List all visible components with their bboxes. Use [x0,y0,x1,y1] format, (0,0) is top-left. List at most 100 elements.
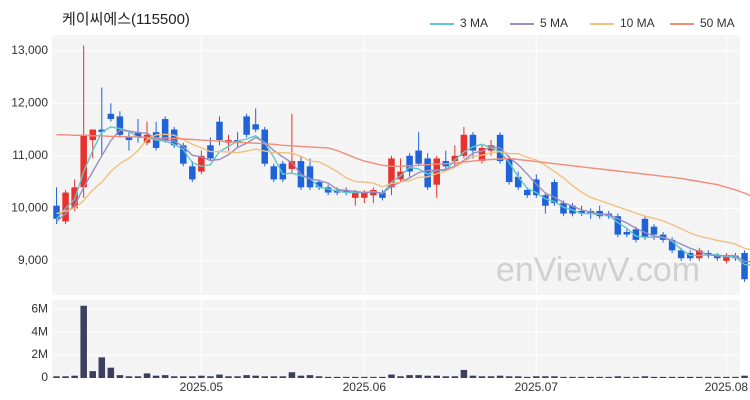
x-tick-label: 2025.06 [343,380,387,394]
ma-line [56,133,750,251]
volume-bar [659,376,667,378]
volume-bar [705,376,712,378]
legend-label: 10 MA [620,16,655,30]
volume-bar [424,375,431,378]
candle-body [542,195,549,206]
candle-body [352,192,359,198]
volume-bar [62,376,69,378]
volume-bar [487,376,495,378]
volume-bar [116,375,124,378]
volume-plot [52,300,740,378]
volume-bar [324,376,332,378]
volume-bar [152,375,160,378]
x-tick-label: 2025.08 [705,380,749,394]
candle-body [125,137,133,141]
volume-bar [216,374,223,378]
volume-bar [388,374,395,378]
candle-body [288,161,296,169]
ma-line [55,126,750,266]
volume-bar [98,357,106,378]
volume-bar [723,376,730,378]
candle-body [89,129,96,141]
volume-bar [560,376,567,378]
y-tick-label: 13,000 [11,43,48,57]
candle-body [161,119,169,141]
candle-body [514,176,522,188]
candle-body [415,150,422,164]
volume-bar [89,371,96,378]
chart-title: 케이씨에스(115500) [62,11,190,28]
volume-bar [342,376,350,378]
candle-body [578,210,585,214]
volume-bar [53,376,60,378]
volume-bar [578,376,585,378]
volume-bar [315,376,323,378]
volume-bar [668,376,676,378]
y-tick-label: 2M [31,347,48,361]
volume-bar [333,376,341,378]
volume-bar [261,376,268,378]
volume-bar [252,375,259,378]
candle-body [714,255,721,259]
candle-body [451,155,459,162]
candle-body [524,189,531,196]
volume-bar [143,373,151,378]
volume-bar [451,376,459,378]
candle-body [324,187,332,193]
candle-body [677,250,685,259]
volume-bar [361,376,368,378]
candle-body [469,134,477,151]
y-tick-label: 6M [31,301,48,315]
candle-body [433,158,440,185]
volume-bar [596,376,603,378]
candle-body [261,129,268,164]
volume-bar [641,376,649,378]
volume-bar [198,375,205,378]
volume-bar [125,376,133,378]
candle-body [641,218,649,238]
volume-bar [406,375,413,378]
volume-bar [279,376,287,378]
volume-bar [505,376,513,378]
candle-body [533,179,540,196]
candle-body [460,134,468,156]
volume-bar [433,375,440,378]
candle-body [53,205,60,219]
volume-bar [225,376,232,378]
legend-label: 50 MA [700,16,735,30]
candle-body [107,113,115,120]
candle-body [279,163,287,180]
candle-body [741,252,748,280]
candle-body [361,192,368,198]
volume-bar [686,376,694,378]
candle-body [189,166,196,180]
volume-bar [542,376,549,378]
candle-body [560,203,567,214]
candle-body [216,121,223,141]
volume-bar [478,376,486,378]
candle-body [170,129,178,146]
volume-bar [696,376,703,378]
volume-bar [551,376,558,378]
volume-bar [632,376,640,378]
volume-bar [614,376,622,378]
volume-bar [379,376,386,378]
candle-body [342,189,350,193]
volume-bar [533,376,540,378]
price-plot [52,35,740,295]
volume-bar [442,376,450,378]
candle-body [668,239,676,251]
candle-body [80,134,87,188]
candle-body [723,255,730,261]
y-tick-label: 9,000 [18,253,48,267]
volume-bar [107,367,115,378]
y-tick-label: 11,000 [12,148,48,162]
candle-body [252,124,259,130]
volume-bar [469,375,477,378]
candle-body [180,145,187,164]
y-tick-label: 4M [31,324,48,338]
volume-bar [297,375,305,378]
candle-body [551,182,558,204]
candle-body [116,116,124,135]
candle-body [315,182,323,188]
